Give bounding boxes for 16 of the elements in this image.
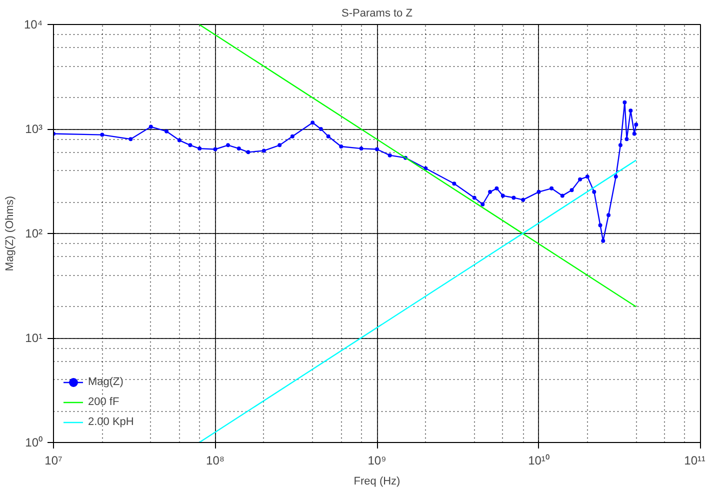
x-tick-label: 10⁷	[44, 454, 62, 468]
chart-title: S-Params to Z	[342, 8, 413, 20]
legend-label: Mag(Z)	[88, 376, 124, 388]
y-axis-title: Mag(Z) (Ohms)	[4, 196, 16, 272]
legend-label: 2.00 KpH	[88, 416, 134, 428]
y-tick-label: 10³	[25, 122, 43, 136]
legend-label: 200 fF	[88, 396, 120, 408]
x-tick-label: 10⁹	[368, 454, 386, 468]
y-tick-label: 10²	[25, 226, 43, 240]
x-tick-label: 10¹⁰	[528, 454, 550, 468]
x-tick-label: 10⁸	[206, 454, 224, 468]
y-tick-label: 10⁰	[25, 436, 43, 450]
x-axis-title: Freq (Hz)	[354, 476, 400, 488]
y-tick-label: 10¹	[25, 331, 43, 345]
x-tick-label: 10¹¹	[684, 454, 706, 468]
y-tick-label: 10⁴	[24, 18, 43, 32]
